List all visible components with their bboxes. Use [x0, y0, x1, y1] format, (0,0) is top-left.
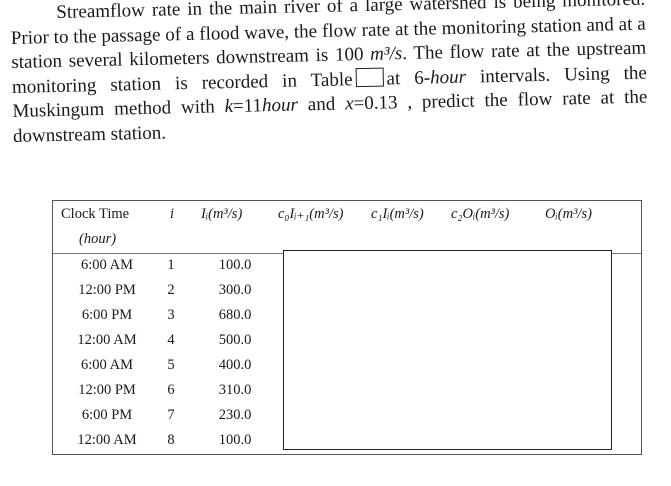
header-inflow: Iᵢ(m³/s) — [201, 206, 243, 222]
cell-inflow: 100.0 — [218, 432, 252, 448]
cell-index: 2 — [167, 282, 175, 298]
interval-unit: hour — [429, 66, 467, 88]
cell-index: 1 — [167, 257, 175, 273]
answer-blank-box — [283, 250, 612, 450]
k-value: =11 — [232, 95, 263, 117]
cell-index: 7 — [167, 407, 175, 423]
table-row: 12:00 AM 4 500.0 — [53, 328, 641, 353]
cell-time: 12:00 PM — [78, 282, 136, 298]
cell-index: 6 — [167, 382, 175, 398]
header-outflow: Oᵢ(m³/s) — [545, 206, 592, 222]
cell-index: 8 — [167, 432, 175, 448]
table-row: 6:00 PM 3 680.0 — [53, 303, 641, 328]
table-header: Clock Time (hour) i Iᵢ(m³/s) c₀Iᵢ₊₁(m³/s… — [53, 201, 641, 254]
header-clock-time: Clock Time — [61, 206, 130, 222]
header-c1-term: c₁Iᵢ(m³/s) — [371, 206, 424, 222]
flow-unit: m³/s — [369, 43, 403, 65]
table-row: 6:00 AM 5 400.0 — [53, 353, 641, 378]
table-row: 6:00 AM 1 100.0 — [53, 253, 641, 278]
cell-index: 4 — [167, 332, 175, 348]
table-row: 12:00 PM 6 310.0 — [53, 378, 641, 403]
problem-text-5: and — [297, 93, 346, 116]
cell-time: 12:00 AM — [77, 432, 137, 448]
cell-inflow: 230.0 — [218, 407, 252, 423]
cell-inflow: 400.0 — [218, 357, 252, 373]
table-row: 6:00 PM 7 230.0 — [53, 403, 641, 428]
cell-inflow: 310.0 — [218, 382, 252, 398]
cell-time: 12:00 AM — [77, 332, 137, 348]
header-i: i — [170, 206, 175, 222]
cell-time: 6:00 PM — [81, 407, 133, 423]
problem-text-1: Streamflow rate in the main river of a l… — [10, 0, 646, 73]
header-c0-term: c₀Iᵢ₊₁(m³/s) — [278, 206, 344, 222]
cell-time: 6:00 AM — [81, 357, 133, 373]
cell-inflow: 500.0 — [218, 332, 252, 348]
table-row: 12:00 AM 8 100.0 — [53, 428, 641, 453]
cell-index: 3 — [167, 307, 175, 323]
table-number-blank — [355, 67, 384, 87]
problem-statement: Streamflow rate in the main river of a l… — [10, 0, 648, 149]
cell-time: 6:00 AM — [81, 257, 133, 273]
problem-text-3: at 6- — [386, 66, 431, 89]
table-row: 12:00 PM 2 300.0 — [53, 278, 641, 303]
cell-time: 12:00 PM — [78, 382, 136, 398]
header-clock-unit: (hour) — [79, 231, 117, 247]
cell-index: 5 — [167, 357, 175, 373]
problem-paragraph: Streamflow rate in the main river of a l… — [10, 0, 648, 149]
k-unit: hour — [261, 94, 299, 117]
x-value: =0.13 — [353, 92, 398, 115]
header-c2-term: c₂Oᵢ(m³/s) — [451, 206, 510, 222]
cell-inflow: 300.0 — [218, 282, 252, 298]
cell-time: 6:00 PM — [81, 307, 133, 323]
cell-inflow: 680.0 — [218, 307, 252, 323]
cell-inflow: 100.0 — [218, 257, 252, 273]
inflow-table: Clock Time (hour) i Iᵢ(m³/s) c₀Iᵢ₊₁(m³/s… — [52, 200, 642, 455]
